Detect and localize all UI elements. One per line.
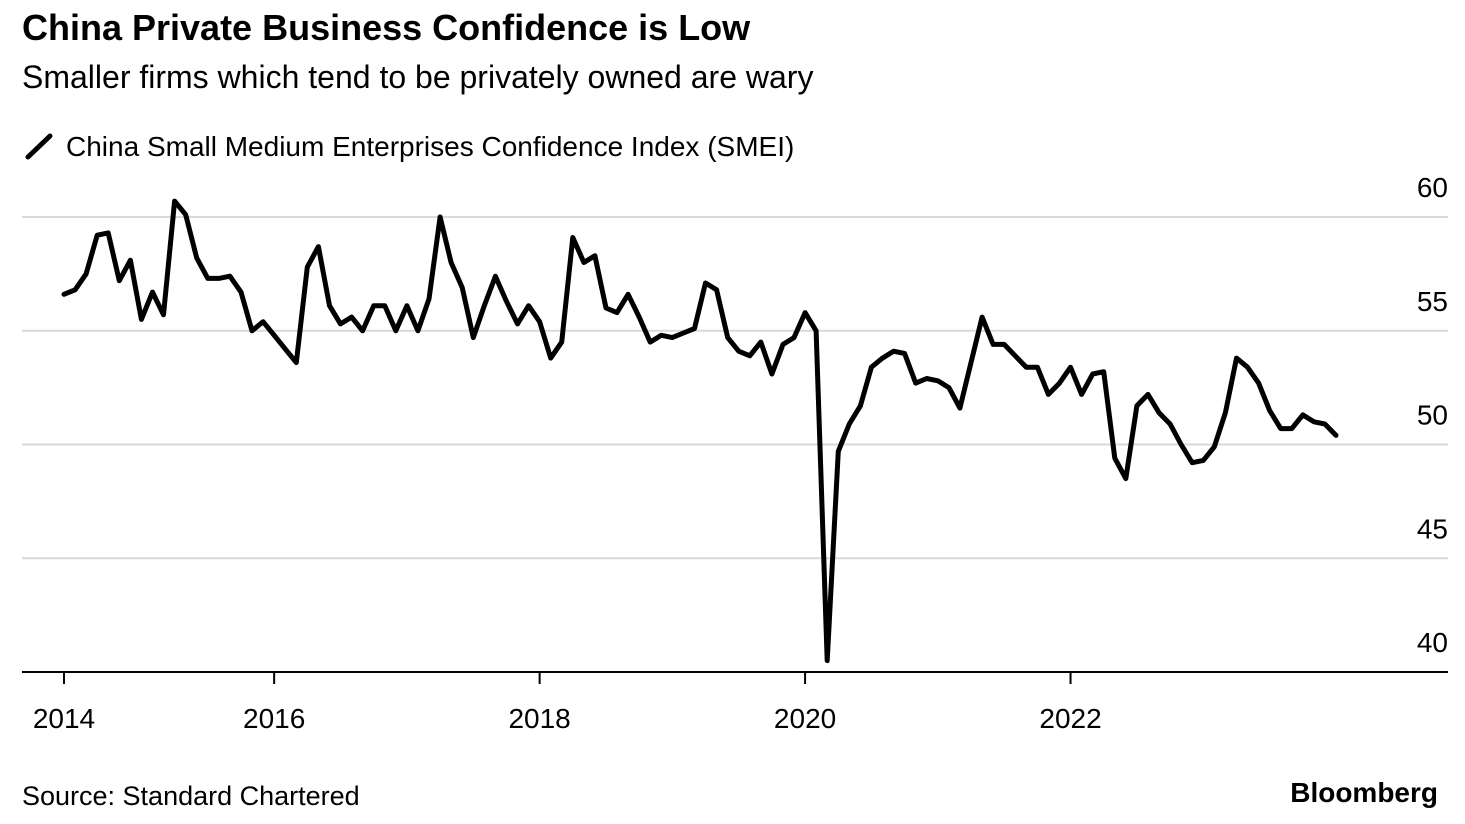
data-line: [61, 198, 1339, 664]
x-tick-label: 2020: [774, 703, 836, 734]
chart-subtitle: Smaller firms which tend to be privately…: [22, 59, 813, 95]
y-tick-label: 50: [1417, 400, 1448, 431]
credit: Bloomberg: [1290, 777, 1438, 808]
x-tick-label: 2014: [33, 703, 95, 734]
x-tick-label: 2018: [508, 703, 570, 734]
legend-swatch: [25, 133, 53, 160]
x-tick-label: 2016: [243, 703, 305, 734]
y-tick-label: 60: [1417, 172, 1448, 203]
y-tick-label: 40: [1417, 627, 1448, 658]
source: Source: Standard Chartered: [22, 781, 360, 811]
legend-label: China Small Medium Enterprises Confidenc…: [66, 131, 794, 162]
y-tick-label: 55: [1417, 286, 1448, 317]
y-tick-label: 45: [1417, 513, 1448, 544]
x-tick-label: 2022: [1039, 703, 1101, 734]
chart-title: China Private Business Confidence is Low: [22, 7, 751, 48]
